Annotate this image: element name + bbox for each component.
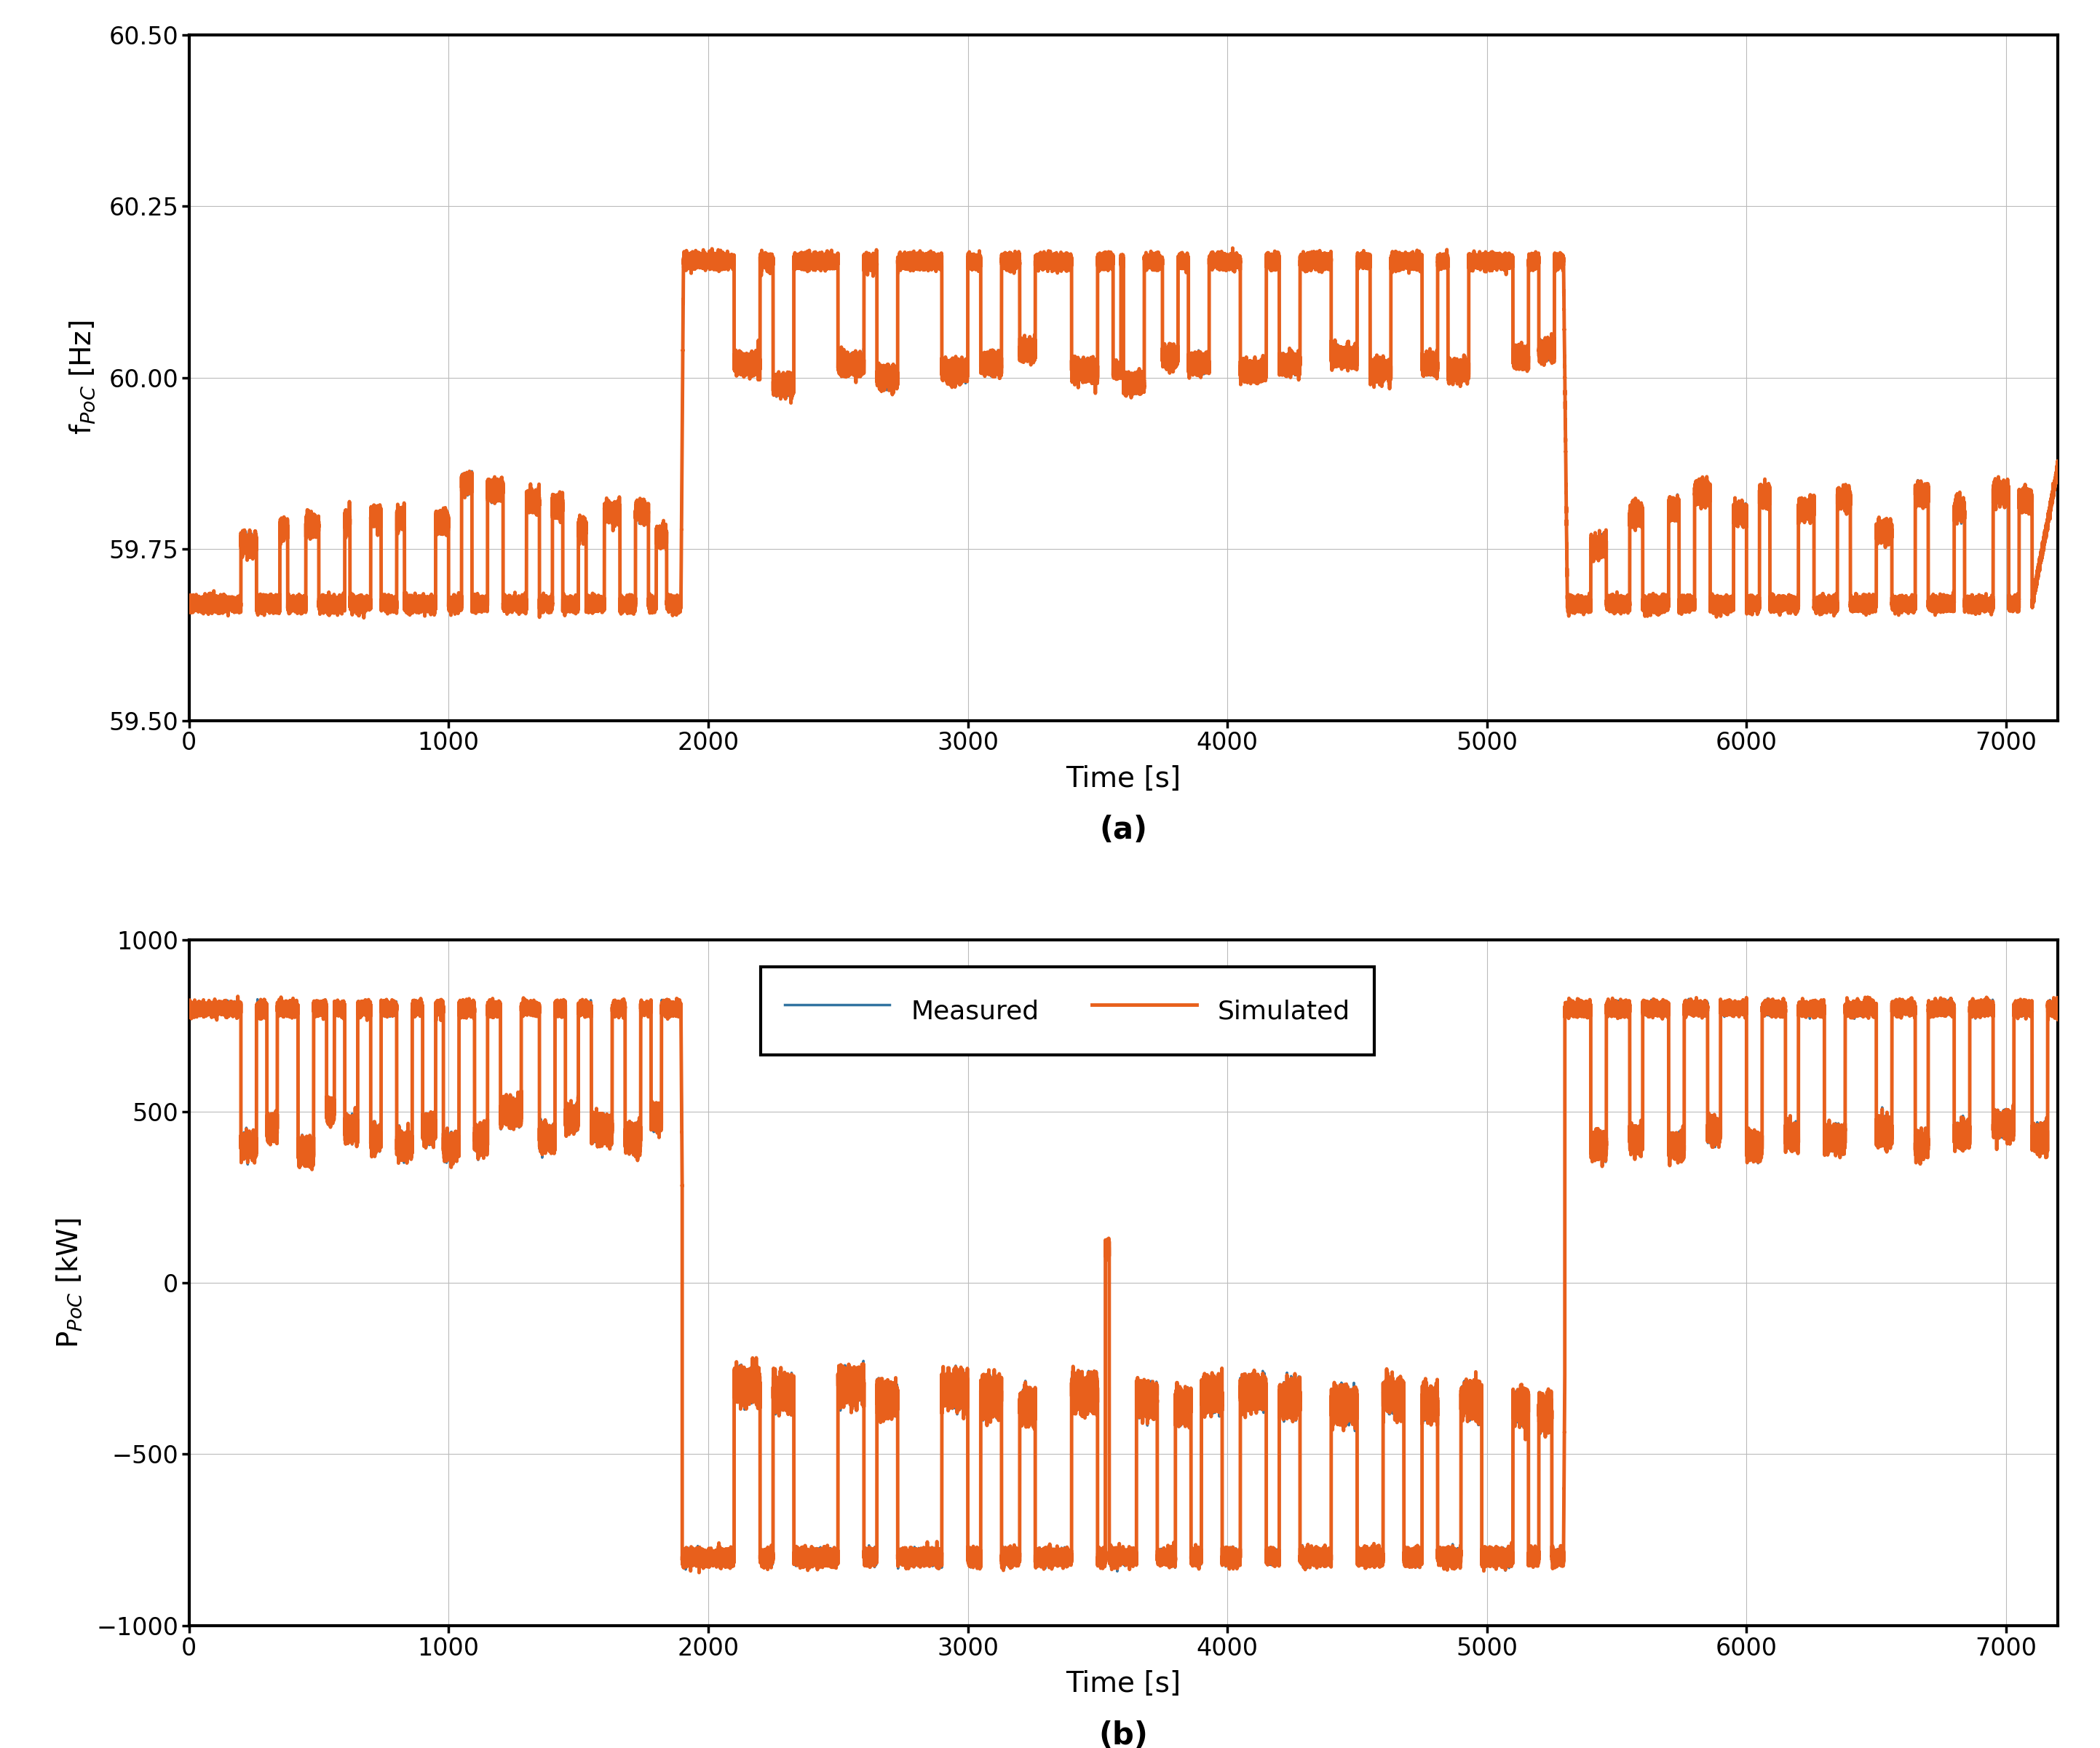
X-axis label: Time [s]: Time [s]: [1067, 1671, 1180, 1697]
Simulated: [176, 995, 202, 1016]
Simulated: [176, 591, 202, 612]
Legend: Measured, Simulated: Measured, Simulated: [760, 967, 1373, 1054]
Measured: [1638, 998, 1663, 1019]
Line: Measured: Measured: [189, 253, 2058, 612]
Simulated: [527, 1134, 552, 1155]
Simulated: [527, 593, 552, 614]
Measured: [687, 1561, 712, 1582]
Measured: [527, 593, 552, 614]
Measured: [176, 591, 202, 612]
Y-axis label: f$_{PoC}$ [Hz]: f$_{PoC}$ [Hz]: [67, 320, 97, 435]
Simulated: [2045, 456, 2071, 477]
Text: (a): (a): [1100, 815, 1147, 846]
Simulated: [1126, 1384, 1151, 1405]
Simulated: [913, 250, 939, 271]
Measured: [972, 348, 998, 369]
Measured: [913, 1547, 939, 1568]
Measured: [1126, 376, 1151, 397]
Simulated: [1126, 372, 1151, 393]
Simulated: [972, 353, 998, 374]
Measured: [972, 1393, 998, 1414]
Simulated: [1220, 238, 1245, 259]
Line: Measured: Measured: [189, 998, 2058, 1571]
Y-axis label: P$_{PoC}$ [kW]: P$_{PoC}$ [kW]: [55, 1218, 84, 1348]
Measured: [1291, 243, 1317, 264]
Measured: [1852, 1000, 1877, 1021]
Measured: [176, 993, 202, 1014]
Simulated: [1852, 1000, 1877, 1021]
Simulated: [1852, 593, 1877, 614]
Simulated: [913, 1556, 939, 1577]
Simulated: [1638, 598, 1663, 619]
Measured: [1638, 593, 1663, 614]
Measured: [527, 1129, 552, 1150]
Measured: [1126, 1388, 1151, 1409]
Simulated: [687, 1563, 712, 1584]
Measured: [913, 250, 939, 271]
Measured: [422, 601, 447, 622]
Simulated: [972, 1383, 998, 1404]
Text: (b): (b): [1098, 1720, 1149, 1748]
Measured: [1852, 593, 1877, 614]
Simulated: [351, 607, 376, 628]
Line: Simulated: Simulated: [189, 248, 2058, 617]
Simulated: [225, 986, 250, 1007]
Measured: [2045, 998, 2071, 1019]
Measured: [2045, 456, 2071, 477]
X-axis label: Time [s]: Time [s]: [1067, 766, 1180, 794]
Measured: [1756, 988, 1781, 1009]
Simulated: [2045, 995, 2071, 1016]
Line: Simulated: Simulated: [189, 996, 2058, 1573]
Simulated: [1638, 993, 1663, 1014]
